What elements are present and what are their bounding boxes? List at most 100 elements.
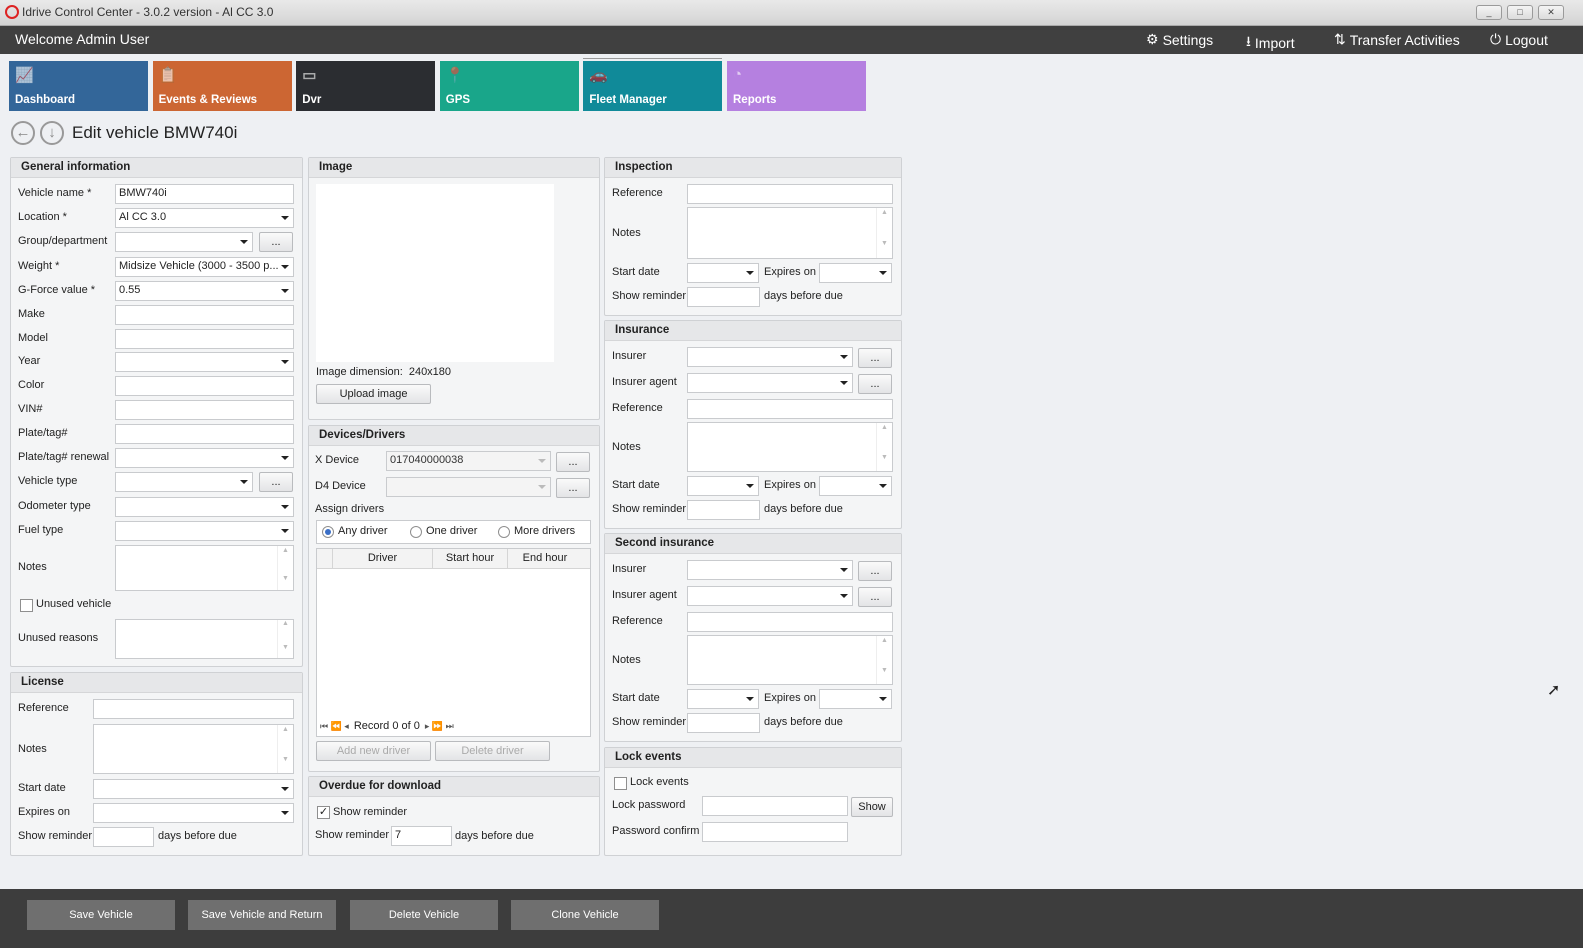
save-and-return-button[interactable]: Save Vehicle and Return [188, 900, 336, 930]
color-field[interactable] [115, 376, 294, 396]
chevron-down-icon[interactable] [879, 697, 887, 701]
chevron-down-icon[interactable] [840, 594, 848, 598]
inspection-reference-field[interactable] [687, 184, 893, 204]
year-select[interactable] [115, 352, 294, 372]
lock-events-checkbox[interactable] [614, 777, 627, 790]
tile-fleet-manager[interactable]: 🚗 Fleet Manager [583, 61, 723, 111]
grid-column-header[interactable]: End hour [507, 549, 582, 569]
chevron-down-icon[interactable] [240, 480, 248, 484]
d4-device-select[interactable] [386, 477, 551, 497]
tile-events-reviews[interactable]: 📋 Events & Reviews [152, 61, 292, 111]
chevron-down-icon[interactable] [746, 697, 754, 701]
insurance-insurer-select[interactable] [687, 347, 853, 367]
insurance-start-date-picker[interactable] [687, 476, 759, 496]
chevron-down-icon[interactable] [281, 811, 289, 815]
insurance-reference-field[interactable] [687, 399, 893, 419]
password-confirm-field[interactable] [702, 822, 848, 842]
grid-column-header[interactable]: Driver [332, 549, 432, 569]
vehicle-type-select[interactable] [115, 472, 253, 492]
tile-reports[interactable]: ◔ Reports [727, 61, 866, 111]
chevron-down-icon[interactable] [281, 360, 289, 364]
make-field[interactable] [115, 305, 294, 325]
insurance2-agent-browse-button[interactable]: ... [858, 587, 892, 607]
show-password-button[interactable]: Show [851, 797, 893, 817]
insurance2-notes-field[interactable]: ▲ ▼ [687, 635, 893, 685]
chevron-down-icon[interactable] [281, 216, 289, 220]
chevron-down-icon[interactable] [281, 456, 289, 460]
license-start-date-picker[interactable] [93, 779, 294, 799]
chevron-down-icon[interactable] [281, 289, 289, 293]
save-vehicle-button[interactable]: Save Vehicle [27, 900, 175, 930]
insurance2-expires-picker[interactable] [819, 689, 892, 709]
chevron-down-icon[interactable] [840, 381, 848, 385]
license-reminder-days-field[interactable] [93, 827, 154, 847]
logout-link[interactable]: ⏻ Logout [1490, 31, 1548, 48]
upload-image-button[interactable]: Upload image [316, 384, 431, 404]
show-reminder-checkbox[interactable]: ✓ [317, 806, 330, 819]
d4-device-browse-button[interactable]: ... [556, 478, 590, 498]
overdue-reminder-days-field[interactable]: 7 [391, 826, 452, 846]
license-reference-field[interactable] [93, 699, 294, 719]
chevron-down-icon[interactable] [538, 485, 546, 489]
delete-vehicle-button[interactable]: Delete Vehicle [350, 900, 498, 930]
grid-nav-next[interactable]: ▸ ⏩ ⏭ [424, 720, 454, 731]
x-device-select[interactable]: 017040000038 [386, 451, 551, 471]
inspection-expires-picker[interactable] [819, 263, 892, 283]
scrollbar[interactable]: ▲ ▼ [277, 620, 293, 658]
g-force-value-select[interactable]: 0.55 [115, 281, 294, 301]
tile-dvr[interactable]: ▭ Dvr [296, 61, 436, 111]
plate-tag-field[interactable] [115, 424, 294, 444]
insurance-agent-select[interactable] [687, 373, 853, 393]
insurance2-insurer-select[interactable] [687, 560, 853, 580]
vehicle-type-browse-button[interactable]: ... [259, 472, 293, 492]
chevron-down-icon[interactable] [281, 787, 289, 791]
license-notes-field[interactable]: ▲ ▼ [93, 724, 294, 774]
location-select[interactable]: Al CC 3.0 [115, 208, 294, 228]
import-link[interactable]: ⭳ Import [1246, 31, 1295, 55]
minimize-button[interactable]: _ [1476, 5, 1502, 20]
scrollbar[interactable]: ▲ ▼ [277, 546, 293, 590]
vehicle-name-field[interactable]: BMW740i [115, 184, 294, 204]
insurance2-agent-select[interactable] [687, 586, 853, 606]
vin-field[interactable] [115, 400, 294, 420]
unused-vehicle-checkbox[interactable] [20, 599, 33, 612]
chevron-down-icon[interactable] [281, 505, 289, 509]
close-button[interactable]: ✕ [1538, 5, 1564, 20]
insurance-expires-picker[interactable] [819, 476, 892, 496]
group-department-select[interactable] [115, 232, 253, 252]
grid-nav-first[interactable]: ⏮ ⏪ ◂ [320, 720, 349, 731]
insurance-reminder-days-field[interactable] [687, 500, 760, 520]
chevron-down-icon[interactable] [879, 484, 887, 488]
weight-select[interactable]: Midsize Vehicle (3000 - 3500 p... [115, 257, 294, 277]
odometer-type-select[interactable] [115, 497, 294, 517]
one-driver-radio[interactable] [410, 526, 422, 538]
insurance-notes-field[interactable]: ▲ ▼ [687, 422, 893, 472]
transfer-activities-link[interactable]: ⇅ Transfer Activities [1334, 31, 1460, 48]
chevron-down-icon[interactable] [746, 484, 754, 488]
chevron-down-icon[interactable] [746, 271, 754, 275]
scrollbar[interactable]: ▲ ▼ [876, 636, 892, 684]
scrollbar[interactable]: ▲ ▼ [876, 208, 892, 258]
insurance2-start-date-picker[interactable] [687, 689, 759, 709]
any-driver-radio[interactable] [322, 526, 334, 538]
insurance2-reference-field[interactable] [687, 612, 893, 632]
insurance-insurer-browse-button[interactable]: ... [858, 348, 892, 368]
grid-column-header[interactable]: Start hour [432, 549, 507, 569]
notes-field[interactable]: ▲ ▼ [115, 545, 294, 591]
chevron-down-icon[interactable] [840, 355, 848, 359]
back-button[interactable]: ← [11, 121, 35, 145]
maximize-button[interactable]: □ [1507, 5, 1533, 20]
chevron-down-icon[interactable] [281, 265, 289, 269]
down-button[interactable]: ↓ [40, 121, 64, 145]
chevron-down-icon[interactable] [281, 529, 289, 533]
more-drivers-radio[interactable] [498, 526, 510, 538]
settings-link[interactable]: ⚙ Settings [1146, 31, 1213, 48]
fuel-type-select[interactable] [115, 521, 294, 541]
tile-dashboard[interactable]: 📈 Dashboard [9, 61, 148, 111]
insurance2-insurer-browse-button[interactable]: ... [858, 561, 892, 581]
chevron-down-icon[interactable] [840, 568, 848, 572]
plate-tag-renewal-select[interactable] [115, 448, 294, 468]
inspection-notes-field[interactable]: ▲ ▼ [687, 207, 893, 259]
insurance2-reminder-days-field[interactable] [687, 713, 760, 733]
scrollbar[interactable]: ▲ ▼ [277, 725, 293, 773]
